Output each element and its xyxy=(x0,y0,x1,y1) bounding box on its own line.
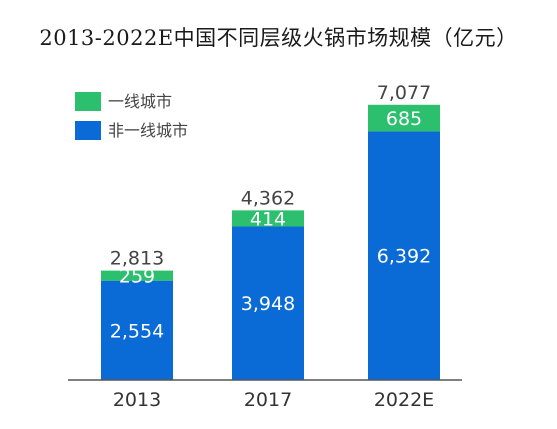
legend-non-tier1-swatch xyxy=(75,121,101,140)
bar-tier1-2022E xyxy=(368,104,440,132)
legend-non-tier1-label: 非一线城市 xyxy=(108,121,188,140)
bar-non-tier1-2022E xyxy=(368,131,440,380)
bar-non-tier1-2017 xyxy=(232,226,304,380)
data-label-tier1-2013: 259 xyxy=(119,266,155,288)
x-tick-label-2013: 2013 xyxy=(113,389,161,411)
bar-non-tier1-2013 xyxy=(101,280,173,380)
x-tick-label-2022E: 2022E xyxy=(374,389,434,411)
total-label-2022E: 7,077 xyxy=(377,82,431,104)
data-label-tier1-2022E: 685 xyxy=(386,108,422,130)
x-tick-label-2017: 2017 xyxy=(244,389,292,411)
chart-title: 2013-2022E中国不同层级火锅市场规模（亿元） xyxy=(39,26,518,50)
legend-tier1-swatch xyxy=(75,92,101,111)
data-label-tier1-2017: 414 xyxy=(250,208,286,230)
legend-tier1-label: 一线城市 xyxy=(108,92,172,111)
data-label-non-tier1-2013: 2,554 xyxy=(110,320,164,342)
total-label-2013: 2,813 xyxy=(110,248,164,270)
data-label-non-tier1-2022E: 6,392 xyxy=(377,246,431,268)
bar-tier1-2017 xyxy=(232,210,304,227)
data-label-non-tier1-2017: 3,948 xyxy=(241,293,295,315)
bar-tier1-2013 xyxy=(101,270,173,281)
total-label-2017: 4,362 xyxy=(241,187,295,209)
